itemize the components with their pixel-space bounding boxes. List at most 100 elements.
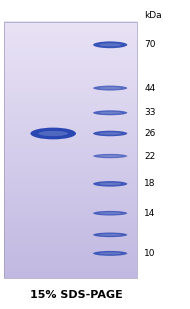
Bar xyxy=(4,223,137,227)
Bar xyxy=(4,53,137,57)
Bar xyxy=(4,79,137,83)
Bar xyxy=(4,146,137,150)
Bar xyxy=(4,21,137,25)
Ellipse shape xyxy=(99,183,121,185)
Bar xyxy=(4,22,137,278)
Bar xyxy=(4,98,137,102)
Bar xyxy=(4,40,137,44)
Bar xyxy=(4,261,137,265)
Bar xyxy=(4,50,137,54)
Bar xyxy=(4,121,137,124)
Bar xyxy=(4,265,137,269)
Ellipse shape xyxy=(30,128,76,139)
Bar xyxy=(4,44,137,47)
Bar xyxy=(4,245,137,249)
Bar xyxy=(4,31,137,35)
Bar xyxy=(4,124,137,127)
Bar xyxy=(4,117,137,121)
Text: 70: 70 xyxy=(144,40,156,49)
Bar xyxy=(4,34,137,38)
Ellipse shape xyxy=(99,212,121,214)
Bar xyxy=(4,249,137,252)
Bar xyxy=(4,258,137,262)
Bar xyxy=(4,28,137,31)
Text: 15% SDS-PAGE: 15% SDS-PAGE xyxy=(30,290,122,300)
Bar xyxy=(4,194,137,198)
Bar xyxy=(4,95,137,99)
Ellipse shape xyxy=(99,234,121,236)
Bar xyxy=(4,239,137,243)
Text: 22: 22 xyxy=(144,151,156,161)
Bar xyxy=(4,226,137,230)
Ellipse shape xyxy=(93,233,127,237)
Bar xyxy=(4,233,137,236)
Bar xyxy=(4,197,137,201)
Bar xyxy=(4,111,137,115)
Ellipse shape xyxy=(93,154,127,158)
Bar xyxy=(4,143,137,147)
Bar xyxy=(4,217,137,220)
Bar xyxy=(4,149,137,153)
Bar xyxy=(4,104,137,108)
Bar xyxy=(4,207,137,211)
Text: 26: 26 xyxy=(144,129,156,138)
Ellipse shape xyxy=(99,155,121,157)
Bar xyxy=(4,56,137,60)
Bar xyxy=(4,268,137,272)
Bar xyxy=(4,72,137,76)
Bar xyxy=(4,271,137,275)
Bar xyxy=(4,210,137,214)
Ellipse shape xyxy=(99,43,121,46)
Bar xyxy=(4,201,137,204)
Text: 44: 44 xyxy=(144,83,156,93)
Bar xyxy=(4,60,137,63)
Text: 33: 33 xyxy=(144,108,156,117)
Bar xyxy=(4,188,137,192)
Bar xyxy=(4,85,137,89)
Bar xyxy=(4,220,137,224)
Ellipse shape xyxy=(99,87,121,89)
Bar xyxy=(4,204,137,208)
Bar xyxy=(4,178,137,182)
Ellipse shape xyxy=(93,41,127,48)
Bar xyxy=(4,24,137,28)
Bar xyxy=(4,66,137,70)
Bar xyxy=(4,168,137,172)
Ellipse shape xyxy=(93,211,127,216)
Bar xyxy=(4,69,137,73)
Bar xyxy=(4,274,137,278)
Text: kDa: kDa xyxy=(144,11,162,20)
Ellipse shape xyxy=(93,86,127,91)
Bar xyxy=(4,88,137,92)
Bar xyxy=(4,175,137,179)
Bar xyxy=(4,136,137,140)
Ellipse shape xyxy=(99,252,121,255)
Bar xyxy=(4,140,137,143)
Bar xyxy=(4,165,137,169)
Bar xyxy=(4,133,137,137)
Bar xyxy=(4,63,137,66)
Ellipse shape xyxy=(93,131,127,136)
Bar xyxy=(4,127,137,131)
Bar xyxy=(4,91,137,95)
Bar xyxy=(4,191,137,195)
Bar xyxy=(4,255,137,259)
Bar xyxy=(4,114,137,118)
Bar xyxy=(4,252,137,256)
Bar xyxy=(4,130,137,134)
Bar xyxy=(4,156,137,159)
Bar xyxy=(4,152,137,156)
Bar xyxy=(4,236,137,240)
Bar xyxy=(4,162,137,166)
Bar xyxy=(4,242,137,246)
Bar xyxy=(4,108,137,112)
Text: 18: 18 xyxy=(144,179,156,188)
Bar xyxy=(4,229,137,233)
Bar xyxy=(4,172,137,176)
Ellipse shape xyxy=(93,181,127,187)
Ellipse shape xyxy=(38,131,68,136)
Text: 14: 14 xyxy=(144,209,156,218)
Bar xyxy=(4,47,137,50)
Bar xyxy=(4,37,137,41)
Ellipse shape xyxy=(99,112,121,114)
